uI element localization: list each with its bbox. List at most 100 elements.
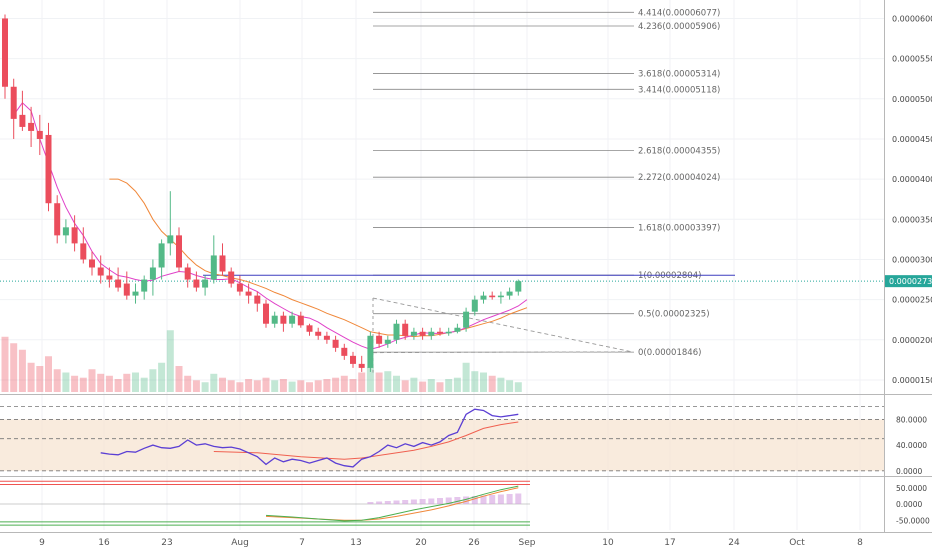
candle-body [141,279,148,292]
volume-bar [436,382,444,392]
macd-histogram-bar [428,498,435,504]
rsi-pane[interactable] [0,406,884,472]
x-tick-label: 23 [161,538,172,548]
volume-bar [97,373,105,392]
volume-bar [340,375,348,392]
fib-level-label: 1(0.00002804) [638,271,701,281]
volume-bar [506,380,514,392]
fib-level-label: 4.414(0.00006077) [638,8,720,18]
candle-body [45,134,52,204]
x-tick-label: 20 [415,538,427,548]
price-tick-label: 0.00002500 [892,296,932,305]
x-tick-label: Sep [519,538,536,548]
candle-body [471,299,478,312]
candle-body [228,271,235,284]
candle-body [193,279,200,288]
volume-bar [227,380,235,392]
volume-bar [192,380,200,392]
x-tick-label: 26 [468,538,480,548]
volume-bar [488,375,496,392]
moving-averages [13,102,528,350]
volume-bar [366,367,374,392]
price-tick-label: 0.00002000 [892,336,932,345]
volume-bar [10,343,18,392]
x-tick-label: 16 [98,538,110,548]
macd-histogram-bar [445,497,452,504]
volume-bar [358,372,366,392]
volume-bar [332,377,340,392]
candle-body [402,323,409,336]
price-tick-label: 0.00004000 [892,175,932,184]
fib-level-label: 1.618(0.00003397) [638,224,720,234]
fibonacci-levels[interactable]: 4.414(0.00006077) 4.236(0.00005906) 3.618(… [373,8,720,358]
price-tick-label: 0.00001500 [892,376,932,385]
candle-body [167,235,174,244]
price-tick-label: 0.00004500 [892,135,932,144]
price-tick-label: 0.00005000 [892,95,932,104]
price-tick-label: 0.00003500 [892,215,932,224]
candle-body [437,331,443,334]
volume-bar [53,369,61,392]
volume-bar [393,375,400,392]
x-tick-label: 9 [39,538,45,548]
macd-tick-label: 0.0000 [896,500,922,509]
volume-bar [236,382,244,392]
rsi-signal-line [213,421,519,460]
candle-body [489,295,496,298]
rsi-band [0,419,884,471]
volume-bar [462,362,470,392]
x-tick-label: 10 [602,538,614,548]
candle-body [480,295,487,300]
candle-body [445,331,452,334]
candle-body [410,331,417,336]
volume-bar [71,375,79,392]
candle-body [245,291,252,296]
candle-body [315,331,322,336]
candle-body [36,130,43,139]
candle-body [419,331,426,336]
candle-body [323,335,330,340]
price-tick-label: 0.00005500 [892,55,932,64]
rsi-line [100,408,519,468]
candle-body [149,267,156,280]
candle-body [28,122,35,131]
volume-bar [401,380,409,392]
candle-body [219,255,226,272]
macd-histogram-bar [480,495,487,504]
macd-histogram-bar [515,493,522,504]
rsi-tick-label: 0.0000 [896,467,922,476]
candle-body [80,243,87,260]
volume-bar [480,372,487,392]
candle-body [210,255,217,280]
fib-level-label: 4.236(0.00005906) [638,22,720,32]
macd-tick-label: 50.0000 [896,484,927,493]
volume-bar [166,330,174,392]
macd-pane[interactable] [0,480,530,526]
volume-bar [262,377,270,392]
candle-body [71,227,78,244]
candle-body [236,283,243,292]
volume-bar [375,372,383,392]
volume-bar [245,379,253,392]
candle-body [202,279,209,288]
volume-bar [514,382,522,392]
price-pane[interactable]: 4.414(0.00006077) 4.236(0.00005906) 3.618(… [0,8,884,392]
candle-body [341,347,348,356]
candle-body [306,325,313,332]
candle-body [384,339,391,344]
candle-body [454,327,461,332]
volume-bar [114,379,122,392]
drawings[interactable] [0,274,884,373]
volume-bar [210,373,218,392]
volume-bar [88,369,96,392]
volume-bar [410,377,418,392]
macd-histogram-bar [419,499,426,504]
candle-body [132,291,139,296]
volume-bar [323,379,331,392]
macd-histogram-bar [497,494,504,504]
candle-body [280,315,287,324]
volume-bar [453,377,461,392]
candle-body [2,18,8,87]
